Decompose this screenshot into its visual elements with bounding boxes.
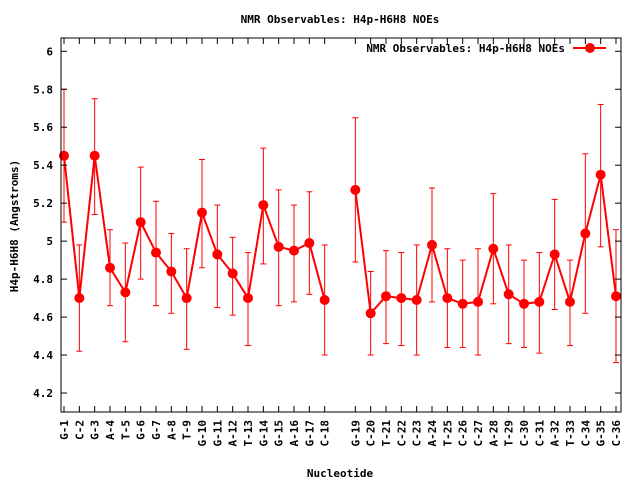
x-tick-label: G-10 bbox=[196, 420, 209, 447]
data-point bbox=[488, 243, 499, 254]
x-tick-label: T-25 bbox=[441, 420, 454, 447]
x-tick-label: G-1 bbox=[58, 420, 71, 440]
x-tick-label: G-19 bbox=[349, 420, 362, 447]
data-point bbox=[135, 217, 146, 228]
x-tick-label: A-4 bbox=[104, 420, 117, 440]
x-tick-label: G-15 bbox=[273, 420, 286, 447]
legend: NMR Observables: H4p-H6H8 NOEs bbox=[366, 42, 606, 55]
x-tick-label: C-34 bbox=[579, 420, 592, 447]
data-point bbox=[427, 239, 437, 250]
x-tick-label: A-16 bbox=[288, 420, 301, 447]
x-tick-label: A-8 bbox=[165, 420, 178, 440]
x-tick-label: C-2 bbox=[73, 420, 86, 440]
y-tick-label: 5.6 bbox=[33, 121, 53, 134]
data-point bbox=[396, 293, 407, 304]
x-tick-label: C-27 bbox=[472, 420, 485, 447]
data-point bbox=[258, 200, 269, 211]
data-point bbox=[473, 296, 483, 307]
x-tick-label: G-14 bbox=[257, 420, 270, 447]
x-tick-label: C-26 bbox=[457, 420, 470, 447]
data-point bbox=[74, 293, 85, 304]
x-tick-label: A-32 bbox=[549, 420, 562, 447]
x-axis-label: Nucleotide bbox=[307, 467, 374, 480]
data-point bbox=[197, 207, 207, 218]
y-axis: 4.2 4.4 4.6 4.8 5 5.2 5.4 5.6 5.8 6 bbox=[33, 45, 621, 400]
x-tick-label: C-23 bbox=[411, 420, 424, 447]
x-tick-label: G-3 bbox=[89, 420, 102, 440]
y-tick-label: 5.8 bbox=[33, 83, 53, 96]
x-tick-label: T-33 bbox=[564, 420, 577, 447]
x-tick-label: C-20 bbox=[365, 420, 378, 447]
x-tick-label: G-11 bbox=[211, 420, 224, 447]
x-tick-label: A-28 bbox=[487, 420, 500, 447]
x-axis: G-1 C-2 G-3 A-4 T-5 G-6 G-7 A-8 T-9 G-10 G-11 A-12 T… bbox=[58, 38, 623, 447]
data-point bbox=[212, 249, 223, 260]
x-tick-label: C-18 bbox=[319, 420, 332, 447]
data-point bbox=[166, 266, 177, 277]
y-tick-label: 6 bbox=[46, 45, 53, 58]
x-tick-label: T-9 bbox=[181, 420, 194, 440]
data-point bbox=[350, 184, 361, 195]
x-tick-label: T-21 bbox=[380, 420, 393, 447]
y-tick-label: 5.2 bbox=[33, 197, 53, 210]
data-point bbox=[120, 287, 131, 298]
data-point bbox=[381, 291, 391, 302]
legend-marker bbox=[585, 43, 595, 53]
data-point bbox=[289, 245, 299, 256]
data-point bbox=[580, 228, 591, 239]
legend-label: NMR Observables: H4p-H6H8 NOEs bbox=[366, 42, 565, 55]
data-point bbox=[457, 298, 468, 309]
data-point bbox=[105, 262, 115, 273]
data-point bbox=[611, 291, 621, 302]
y-axis-label: H4p-H6H8 (Angstroms) bbox=[8, 160, 21, 292]
x-tick-label: G-7 bbox=[150, 420, 163, 440]
data-point bbox=[365, 308, 376, 319]
data-point bbox=[227, 268, 238, 279]
x-tick-label: C-22 bbox=[395, 420, 408, 447]
data-point bbox=[181, 293, 192, 304]
data-point bbox=[565, 296, 575, 307]
x-tick-label: C-36 bbox=[610, 420, 623, 447]
data-point bbox=[595, 169, 606, 180]
x-tick-label: G-35 bbox=[595, 420, 608, 447]
data-point bbox=[151, 247, 161, 258]
data-point bbox=[442, 293, 453, 304]
data-point bbox=[243, 293, 253, 304]
data-point bbox=[304, 238, 315, 249]
y-tick-label: 4.8 bbox=[33, 273, 53, 286]
data-point bbox=[549, 249, 560, 260]
x-tick-label: T-5 bbox=[119, 420, 132, 440]
data-point bbox=[411, 294, 422, 305]
x-tick-label: A-24 bbox=[426, 420, 439, 447]
data-point bbox=[503, 289, 514, 300]
data-point bbox=[273, 241, 284, 252]
data-point bbox=[89, 150, 100, 161]
data-point bbox=[319, 294, 330, 305]
plot-frame bbox=[60, 37, 622, 413]
y-tick-label: 4.6 bbox=[33, 311, 53, 324]
plot-area bbox=[59, 88, 621, 364]
y-tick-label: 5 bbox=[46, 235, 53, 248]
x-tick-label: G-17 bbox=[303, 420, 316, 447]
y-tick-label: 4.4 bbox=[33, 349, 53, 362]
chart-title: NMR Observables: H4p-H6H8 NOEs bbox=[241, 13, 440, 26]
x-tick-label: G-6 bbox=[135, 420, 148, 440]
data-point bbox=[519, 298, 529, 309]
data-point bbox=[534, 296, 545, 307]
x-tick-label: C-31 bbox=[533, 420, 546, 447]
x-tick-label: T-13 bbox=[242, 420, 255, 447]
x-tick-label: A-12 bbox=[227, 420, 240, 447]
y-tick-label: 5.4 bbox=[33, 159, 53, 172]
y-tick-label: 4.2 bbox=[33, 387, 53, 400]
x-tick-label: T-29 bbox=[503, 420, 516, 447]
x-tick-label: C-30 bbox=[518, 420, 531, 447]
